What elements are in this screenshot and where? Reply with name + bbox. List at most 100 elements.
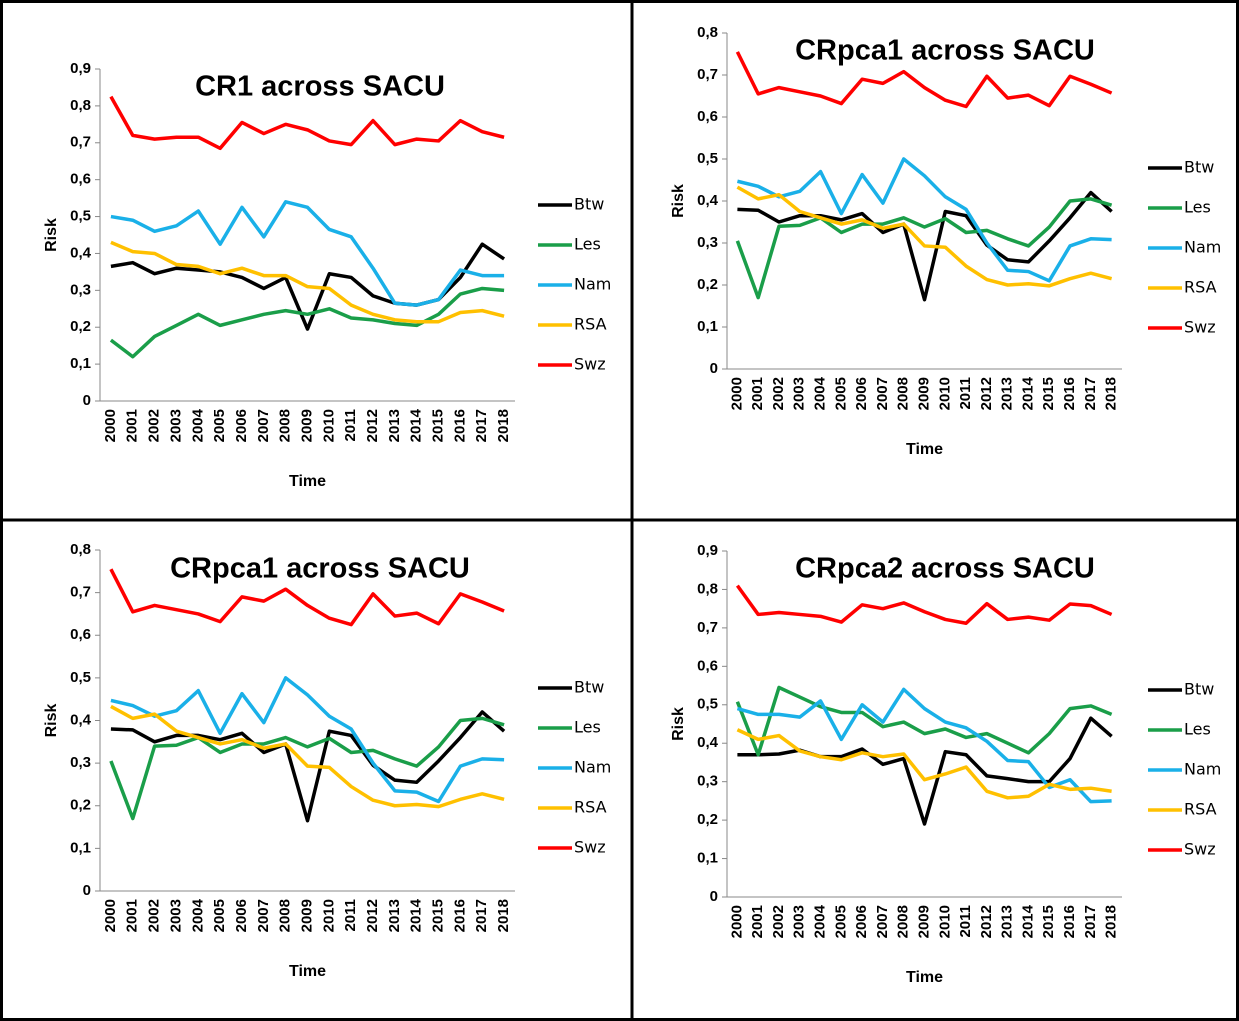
- legend-label: Les: [1184, 198, 1211, 217]
- x-tick-label: 2013: [386, 409, 403, 442]
- series-line: [735, 197, 1113, 300]
- x-tick-label: 2009: [298, 409, 315, 442]
- x-tick-label: 2015: [1040, 377, 1057, 410]
- x-tick-label: 2012: [364, 899, 381, 932]
- y-axis-label: Risk: [43, 218, 60, 252]
- y-tick-label: 0,2: [70, 797, 91, 814]
- y-tick-label: 0,2: [697, 276, 718, 293]
- x-tick-label: 2018: [495, 899, 512, 932]
- x-tick-label: 2009: [298, 899, 315, 932]
- x-axis-label: Time: [289, 963, 326, 980]
- x-tick-label: 2011: [957, 377, 974, 410]
- x-tick-label: 2008: [895, 905, 912, 938]
- series-line: [736, 185, 1113, 288]
- series-line: [109, 716, 505, 821]
- x-tick-label: 2007: [874, 377, 891, 410]
- series-line: [735, 685, 1113, 757]
- y-tick-label: 0,1: [70, 839, 91, 856]
- x-tick-label: 2016: [451, 409, 468, 442]
- legend-label: Nam: [1184, 760, 1221, 779]
- legend-label: Swz: [574, 355, 606, 374]
- y-tick-label: 0,7: [697, 66, 718, 83]
- y-tick-label: 0,4: [70, 711, 92, 728]
- x-tick-label: 2002: [770, 905, 787, 938]
- x-tick-label: 2005: [211, 409, 228, 442]
- x-tick-label: 2006: [233, 409, 250, 442]
- x-tick-label: 2004: [189, 408, 206, 442]
- x-tick-label: 2003: [167, 899, 184, 932]
- legend-label: Swz: [1184, 840, 1216, 859]
- y-axis-label: Risk: [670, 184, 687, 218]
- legend-label: Les: [574, 235, 601, 254]
- y-tick-label: 0,6: [697, 108, 718, 125]
- x-tick-label: 2001: [749, 377, 766, 410]
- legend-label: Nam: [574, 275, 611, 294]
- legend-label: Btw: [1184, 680, 1214, 699]
- x-tick-label: 2010: [936, 905, 953, 938]
- series-line: [110, 710, 506, 823]
- x-tick-label: 2011: [342, 899, 359, 932]
- y-tick-label: 0,9: [70, 60, 91, 77]
- x-tick-label: 2007: [874, 905, 891, 938]
- x-tick-label: 2015: [1040, 905, 1057, 938]
- x-tick-label: 2004: [189, 898, 206, 932]
- x-tick-label: 2001: [124, 409, 141, 442]
- series-line: [735, 584, 1113, 626]
- x-tick-label: 2001: [749, 905, 766, 938]
- x-tick-label: 2017: [1082, 905, 1099, 938]
- x-tick-label: 2010: [320, 409, 337, 442]
- y-tick-label: 0,8: [70, 541, 91, 558]
- x-tick-label: 2002: [146, 409, 163, 442]
- legend-label: Swz: [1184, 318, 1216, 337]
- x-tick-label: 2014: [1019, 904, 1036, 938]
- x-tick-label: 2014: [408, 898, 425, 932]
- y-tick-label: 0,3: [70, 281, 91, 298]
- y-tick-label: 0,4: [697, 734, 719, 751]
- y-tick-label: 0,2: [70, 318, 91, 335]
- y-axis-label: Risk: [670, 707, 687, 741]
- x-tick-label: 2002: [770, 377, 787, 410]
- x-tick-label: 2009: [915, 377, 932, 410]
- y-tick-label: 0,5: [70, 208, 91, 225]
- legend-label: Les: [1184, 720, 1211, 739]
- x-tick-label: 2013: [999, 377, 1016, 410]
- x-tick-label: 2016: [1061, 377, 1078, 410]
- series-line: [109, 286, 505, 359]
- y-tick-label: 0,5: [70, 669, 91, 686]
- series-line: [110, 704, 505, 809]
- x-tick-label: 2011: [342, 409, 359, 442]
- x-tick-label: 2008: [277, 899, 294, 932]
- x-tick-label: 2008: [277, 409, 294, 442]
- x-tick-label: 2016: [451, 899, 468, 932]
- y-tick-label: 0,7: [70, 134, 91, 151]
- chart-title: CRpca1 across SACU: [795, 35, 1095, 67]
- y-tick-label: 0,1: [697, 318, 718, 335]
- legend-label: RSA: [1184, 278, 1217, 297]
- x-tick-label: 2018: [495, 409, 512, 442]
- y-tick-label: 0,4: [697, 192, 719, 209]
- x-tick-label: 2006: [233, 899, 250, 932]
- y-tick-label: 0,2: [697, 811, 718, 828]
- x-tick-label: 2010: [936, 377, 953, 410]
- series-line: [109, 95, 505, 151]
- series-line: [110, 200, 505, 307]
- legend-label: RSA: [574, 798, 607, 817]
- y-tick-label: 0,6: [70, 626, 91, 643]
- y-tick-label: 0: [710, 888, 718, 905]
- x-tick-label: 2003: [791, 905, 808, 938]
- x-tick-label: 2001: [124, 899, 141, 932]
- y-tick-label: 0: [83, 392, 91, 409]
- legend-label: RSA: [1184, 800, 1217, 819]
- x-tick-label: 2000: [102, 409, 119, 442]
- series-line: [110, 240, 505, 324]
- legend-label: Swz: [574, 838, 606, 857]
- series-line: [736, 728, 1112, 800]
- x-axis-label: Time: [906, 441, 943, 458]
- x-tick-label: 2003: [791, 377, 808, 410]
- y-tick-label: 0,1: [70, 355, 91, 372]
- x-tick-label: 2015: [430, 899, 447, 932]
- x-tick-label: 2005: [211, 899, 228, 932]
- x-tick-label: 2007: [255, 409, 272, 442]
- chart-title: CR1 across SACU: [195, 71, 445, 103]
